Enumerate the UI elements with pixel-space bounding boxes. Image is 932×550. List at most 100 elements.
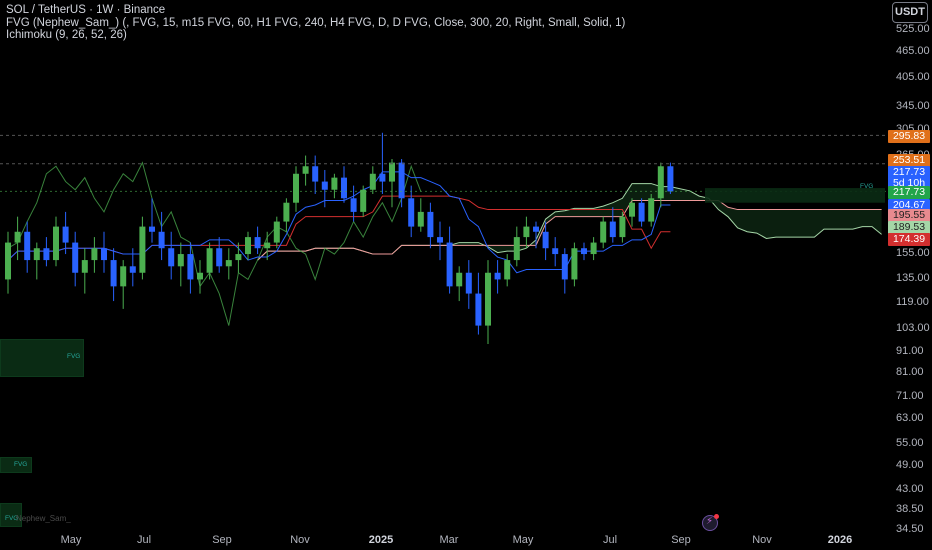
price-tick-label: 81.00 [896, 366, 924, 379]
candle-body [561, 254, 568, 280]
candle-body [360, 189, 367, 212]
candle-body [72, 242, 79, 273]
price-tick-label: 91.00 [896, 344, 924, 357]
price-tick-label: 119.00 [896, 295, 929, 308]
candle-body [465, 272, 472, 294]
time-tick-label: May [512, 534, 534, 546]
candle-body [408, 198, 415, 227]
candle-body [43, 248, 50, 261]
candle-body [542, 231, 549, 249]
candle-body [417, 211, 424, 227]
symbol-title[interactable]: SOL / TetherUS · 1W · Binance [6, 4, 166, 16]
fvg-zone [0, 457, 32, 473]
time-tick-label: 2025 [368, 534, 394, 546]
watermark: Nephew_Sam_ [16, 514, 71, 523]
conversion-line [7, 171, 671, 274]
senkou-span-b [257, 199, 882, 261]
candle-body [398, 162, 405, 199]
candle-body [158, 231, 165, 249]
candle-body [14, 231, 21, 243]
currency-button[interactable]: USDT [892, 2, 928, 23]
candle-body [302, 166, 309, 174]
candle-body [456, 272, 463, 287]
candle-body [475, 293, 482, 326]
candle-body [350, 198, 357, 212]
price-badge: 295.83 [888, 130, 930, 143]
candle-body [369, 173, 376, 190]
kumo-cloud [257, 183, 882, 261]
price-tick-label: 49.00 [896, 458, 924, 471]
candle-body [216, 248, 223, 267]
candle-body [513, 237, 520, 261]
price-tick-label: 135.00 [896, 272, 930, 285]
candle-body [379, 173, 386, 182]
candle-body [600, 221, 607, 243]
candle-body [504, 260, 511, 280]
candle-body [81, 260, 88, 273]
candle-body [648, 198, 655, 222]
fvg-zone-active [705, 188, 885, 203]
candle-body [437, 237, 443, 243]
candle-body [149, 226, 155, 232]
candle-body [638, 202, 645, 222]
price-tick-label: 71.00 [896, 390, 924, 403]
candle-body [33, 248, 40, 261]
price-tick-label: 525.00 [896, 23, 930, 35]
price-badge: 204.67 [888, 199, 930, 212]
price-badge: 217.73 [888, 186, 930, 199]
candle-body [523, 226, 530, 238]
candle-body [110, 260, 117, 287]
candle-body [62, 226, 69, 243]
candle-body [168, 248, 175, 267]
candle-body [321, 181, 328, 190]
candle-body [101, 248, 107, 261]
fvg-zone [0, 503, 22, 527]
fvg-label: FVG [5, 515, 19, 522]
candle-body [609, 221, 616, 238]
candle-body [657, 166, 664, 199]
base-line [7, 195, 671, 261]
candle-body [225, 260, 232, 267]
candle-body [53, 226, 59, 261]
candle-body [485, 272, 491, 326]
price-tick-label: 63.00 [896, 412, 924, 425]
fvg-label: FVG [67, 353, 81, 360]
candle-body [254, 237, 261, 249]
price-badge: 195.55 [888, 209, 930, 222]
indicator-ichimoku-label[interactable]: Ichimoku (9, 26, 52, 26) [6, 29, 127, 41]
alert-bolt-icon[interactable]: ⚡ [702, 514, 719, 531]
price-tick-label: 155.00 [896, 247, 930, 260]
candle-body [312, 166, 319, 182]
candle-body [667, 166, 674, 192]
candle-body [273, 221, 280, 243]
candle-body [581, 248, 587, 255]
time-tick-label: Nov [752, 534, 772, 546]
fvg-label: FVG [14, 461, 28, 468]
indicator-fvg-label[interactable]: FVG (Nephew_Sam_) (, FVG, 15, m15 FVG, 6… [6, 17, 626, 29]
price-tick-label: 465.00 [896, 45, 930, 58]
candle-body [197, 272, 203, 280]
candle-body [446, 242, 453, 287]
price-tick-label: 43.00 [896, 482, 924, 495]
candle-body [552, 248, 559, 255]
time-tick-label: Mar [439, 534, 459, 546]
price-tick-label: 55.00 [896, 437, 924, 450]
price-tick-label: 345.00 [896, 100, 930, 113]
candle-body [5, 242, 11, 280]
candle-body [571, 248, 578, 280]
candle-body [235, 254, 242, 261]
candle-body [187, 254, 194, 280]
candle-body [341, 177, 347, 199]
price-tick-label: 103.00 [896, 322, 930, 335]
fvg-zone [0, 339, 84, 377]
price-tick-label: 34.50 [896, 523, 924, 535]
candle-body [619, 216, 626, 238]
price-badge: 174.39 [888, 233, 930, 246]
candle-body [177, 254, 184, 267]
time-tick-label: Jul [602, 534, 618, 546]
candle-body [427, 211, 434, 238]
candle-body [120, 266, 127, 287]
candle-body [629, 202, 635, 217]
